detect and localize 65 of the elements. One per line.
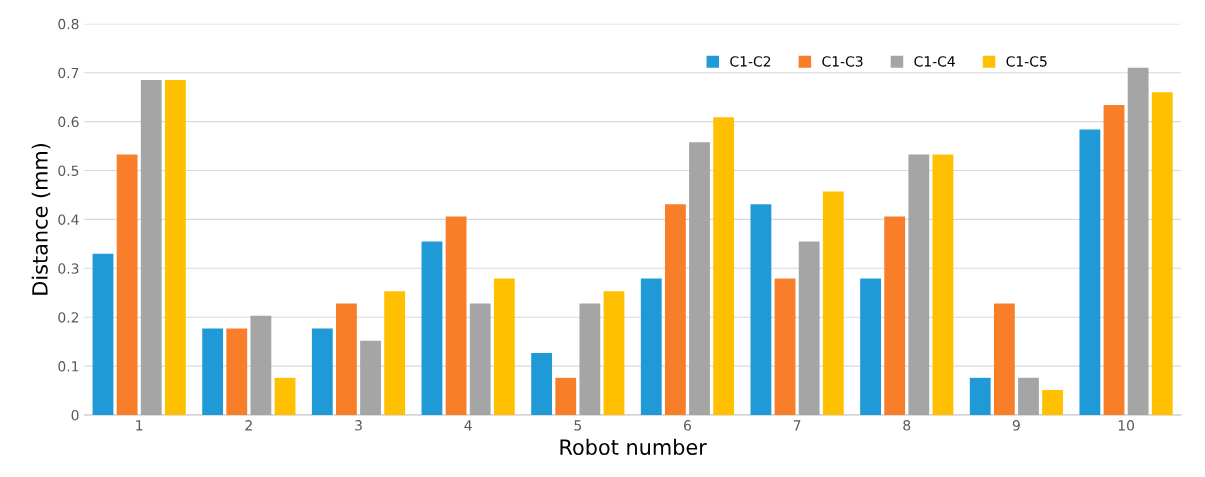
bar	[116, 154, 138, 415]
bar	[493, 278, 515, 415]
bar	[1103, 105, 1125, 415]
legend-label: C1-C4	[914, 56, 955, 67]
bar	[164, 80, 186, 415]
bar	[360, 340, 381, 415]
bar	[1079, 129, 1101, 415]
bar	[689, 142, 710, 415]
bar	[421, 241, 443, 415]
y-tick-label: 0.1	[58, 361, 79, 372]
legend-label: C1-C2	[730, 56, 771, 67]
bar	[664, 204, 686, 415]
bar	[798, 241, 820, 415]
legend-label: C1-C3	[822, 56, 863, 67]
bar	[822, 191, 844, 415]
bar	[774, 278, 796, 415]
bar	[469, 303, 491, 415]
bar	[202, 328, 224, 415]
bar	[311, 328, 333, 415]
x-tick-label: 1	[136, 420, 143, 431]
bar	[1018, 377, 1039, 415]
bar	[384, 291, 406, 415]
y-axis-title: Distance (mm)	[31, 143, 51, 295]
bar	[1127, 67, 1149, 415]
bar	[140, 80, 162, 415]
bar	[92, 253, 114, 415]
y-tick-label: 0.3	[58, 263, 79, 274]
y-tick-label: 0.7	[58, 67, 79, 79]
y-tick-label: 0.2	[58, 312, 79, 323]
bar	[603, 291, 625, 415]
legend-label: C1-C5	[1006, 56, 1047, 67]
bar	[908, 154, 930, 415]
bar	[1151, 92, 1173, 415]
bar	[250, 315, 272, 415]
bar	[969, 377, 991, 415]
bar	[274, 377, 296, 415]
x-tick-label: 10	[1118, 420, 1134, 431]
bar	[579, 303, 601, 415]
bar	[531, 352, 553, 415]
bar	[860, 278, 881, 415]
y-tick-label: 0	[71, 409, 79, 421]
bar	[884, 216, 906, 415]
x-tick-label: 9	[1012, 420, 1020, 431]
bar	[713, 117, 735, 415]
x-tick-label: 4	[464, 420, 472, 431]
bar	[555, 377, 577, 415]
x-axis-title: Robot number	[560, 438, 707, 455]
x-tick-label: 3	[355, 420, 362, 431]
bar	[993, 303, 1015, 415]
bar	[750, 204, 772, 415]
x-tick-label: 6	[684, 420, 691, 431]
bar	[226, 328, 248, 415]
bar	[932, 154, 954, 415]
bar	[445, 216, 467, 415]
bar	[336, 303, 357, 415]
bar	[1042, 390, 1064, 415]
y-tick-label: 0.8	[58, 18, 79, 30]
y-tick-label: 0.4	[58, 214, 79, 225]
x-tick-label: 5	[574, 420, 581, 431]
y-tick-label: 0.5	[58, 165, 79, 176]
bar	[640, 278, 662, 415]
y-tick-label: 0.6	[58, 116, 79, 128]
x-tick-label: 8	[903, 420, 911, 431]
x-tick-label: 7	[793, 420, 801, 431]
x-tick-label: 2	[245, 420, 252, 431]
